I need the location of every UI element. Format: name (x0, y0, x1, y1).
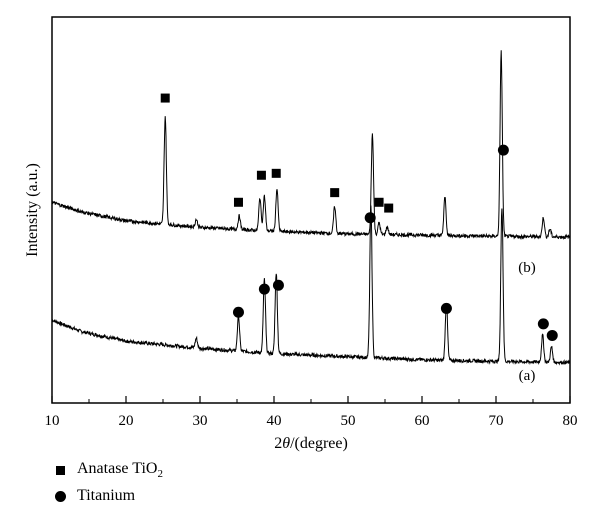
x-tick-label: 50 (341, 413, 356, 429)
titanium-peak-marker (272, 279, 284, 291)
anatase-peak-marker (233, 197, 243, 207)
tick-layer: 10 20 30 40 50 60 70 80 (45, 396, 578, 429)
legend-label-anatase-text: Anatase TiO (77, 459, 158, 477)
anatase-peak-marker (384, 203, 394, 213)
legend-label-titanium: Titanium (77, 487, 136, 504)
legend-label-anatase-subscript: 2 (157, 468, 163, 481)
anatase-peak-marker (256, 170, 266, 180)
legend-item-anatase: Anatase TiO2 (50, 457, 163, 483)
anatase-peak-marker (271, 168, 281, 178)
legend-label-anatase: Anatase TiO2 (77, 460, 163, 480)
x-tick-label: 30 (193, 413, 208, 429)
x-tick-label: 40 (267, 413, 282, 429)
x-axis-title-prefix: 2 (274, 435, 282, 452)
marker-layer (160, 93, 558, 341)
x-tick-label: 60 (415, 413, 430, 429)
anatase-peak-marker (160, 93, 170, 103)
titanium-peak-marker (537, 318, 549, 330)
series-tag-a: (a) (519, 368, 536, 384)
series-line-a (51, 205, 571, 366)
series-layer (51, 50, 571, 366)
plot-frame (51, 16, 571, 404)
x-tick-label: 80 (563, 413, 578, 429)
xrd-chart: 10 20 30 40 50 60 70 80 (b) (a) 2θ/(degree) Int… (24, 16, 578, 452)
y-axis-title: Intensity (a.u.) (24, 163, 41, 257)
legend-item-titanium: Titanium (50, 483, 163, 509)
anatase-peak-marker (374, 197, 384, 207)
x-axis-title-suffix: /(degree) (290, 435, 348, 452)
x-axis-title-theta: θ (282, 435, 290, 452)
x-tick-label: 70 (489, 413, 504, 429)
x-axis-title: 2θ/(degree) (274, 435, 348, 452)
anatase-peak-marker (330, 188, 340, 198)
x-tick-label: 10 (45, 413, 60, 429)
titanium-peak-marker (232, 306, 244, 318)
titanium-peak-marker (258, 283, 270, 295)
titanium-peak-marker (364, 212, 376, 224)
titanium-peak-marker (497, 144, 509, 156)
circle-marker-icon (55, 490, 66, 502)
series-line-b (51, 50, 571, 241)
titanium-peak-marker (440, 302, 452, 314)
x-tick-label: 20 (119, 413, 134, 429)
legend: Anatase TiO2 Titanium (50, 457, 163, 509)
square-marker-icon (56, 465, 65, 475)
series-tag-b: (b) (518, 260, 536, 276)
titanium-peak-marker (546, 329, 558, 341)
